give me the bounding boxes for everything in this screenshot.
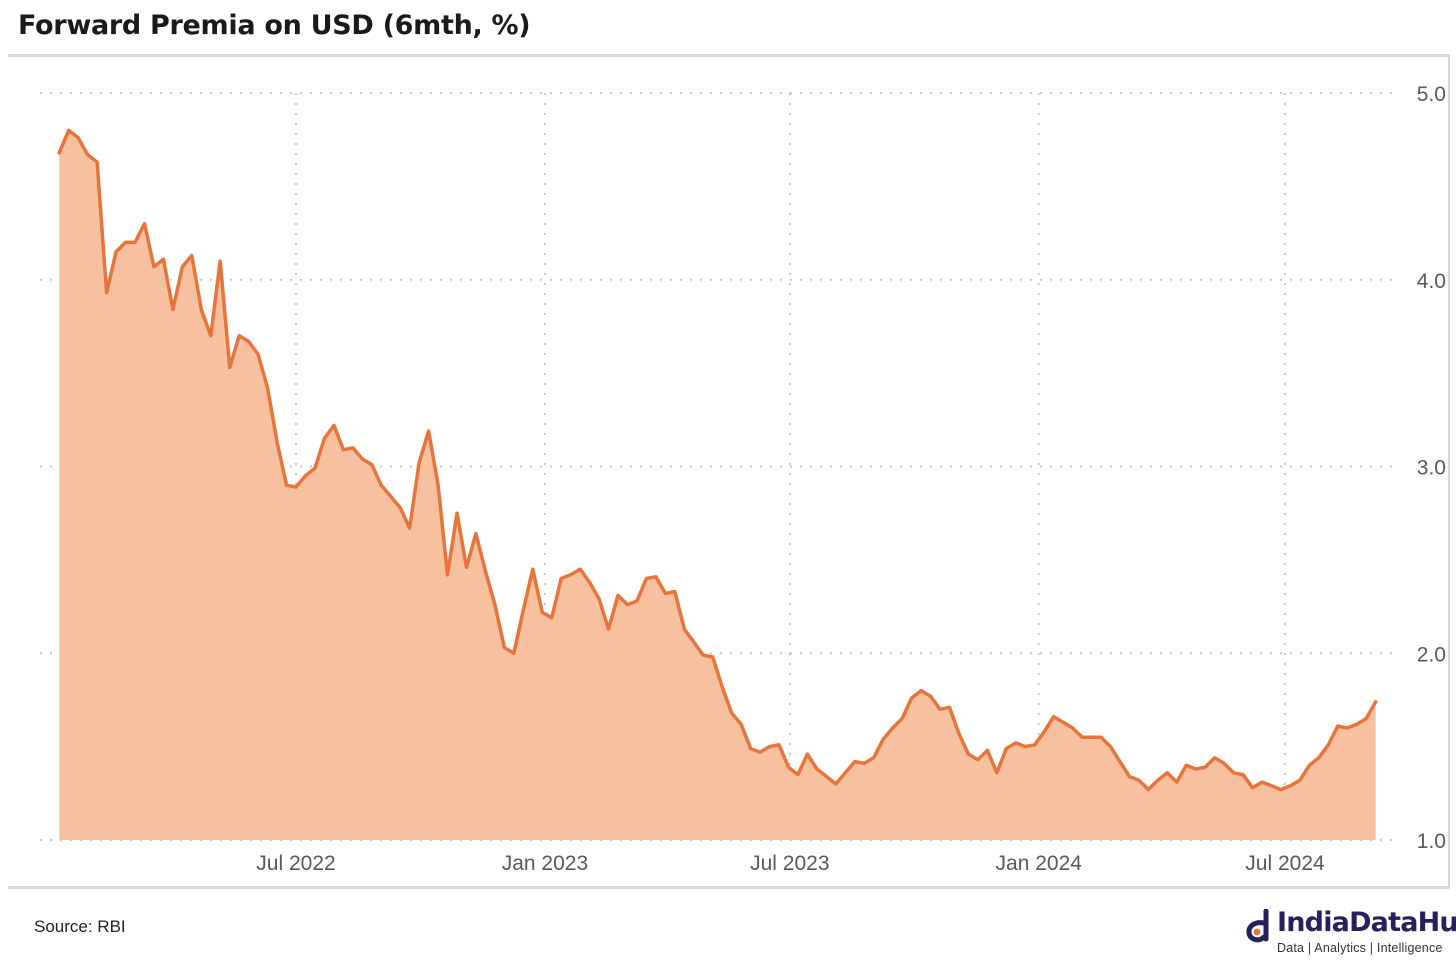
x-tick-label: Jul 2024 [1245, 852, 1325, 875]
chart-title: Forward Premia on USD (6mth, %) [18, 10, 531, 41]
brand-logo: IndiaDataHub Data | Analytics | Intellig… [1244, 905, 1456, 961]
x-tick-label: Jul 2022 [256, 852, 335, 875]
brand-tagline: Data | Analytics | Intelligence [1277, 941, 1443, 955]
area-chart: 1.0 2.0 3.0 4.0 5.0 Jul 2022 Jan 2023 Jul 2023… [40, 83, 1446, 875]
brand-logo-icon [1246, 909, 1269, 943]
y-tick-label: 1.0 [1417, 830, 1446, 853]
top-rule [8, 54, 1448, 57]
series-line [57, 128, 1378, 792]
x-axis-ticks: Jul 2022 Jan 2023 Jul 2023 Jan 2024 Jul 2024 [256, 852, 1325, 875]
y-tick-label: 3.0 [1417, 457, 1446, 480]
y-axis-ticks: 1.0 2.0 3.0 4.0 5.0 [1417, 83, 1446, 853]
x-tick-label: Jul 2023 [750, 852, 829, 875]
y-tick-label: 2.0 [1417, 643, 1446, 666]
x-tick-label: Jan 2024 [996, 852, 1083, 875]
brand-name: IndiaDataHub [1277, 907, 1456, 938]
right-border [1448, 54, 1450, 889]
source-note: Source: RBI [34, 917, 126, 936]
bottom-rule [8, 886, 1448, 889]
x-tick-label: Jan 2023 [502, 852, 588, 875]
y-tick-label: 4.0 [1417, 270, 1446, 293]
y-tick-label: 5.0 [1417, 83, 1446, 106]
area-fill [59, 130, 1376, 840]
